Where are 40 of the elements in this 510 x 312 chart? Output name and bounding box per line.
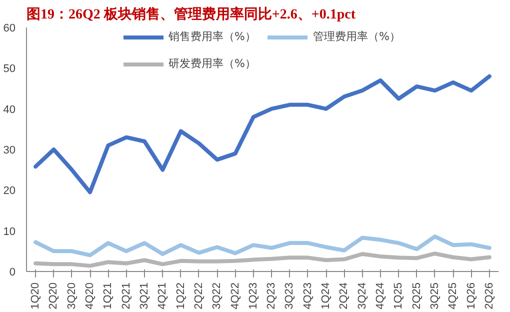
x-tick-label: 1Q23 [247,282,260,310]
x-tick-label: 2Q20 [48,282,60,310]
x-tick-label: 4Q23 [302,282,314,310]
x-tick-label: 2Q23 [266,282,278,310]
x-tick-label: 2Q25 [410,282,423,310]
line-series [34,252,492,268]
legend-label: 管理费用率（%） [313,29,400,44]
x-tick-label: 1Q20 [30,282,42,310]
y-tick-label: 40 [3,104,16,116]
legend-label: 销售费用率（%） [168,29,256,44]
x-tick-label: 2Q24 [338,282,350,310]
legend-label: 研发费用率（%） [168,56,256,71]
y-tick-label: 50 [3,63,16,76]
x-tick-label: 1Q22 [174,282,187,310]
y-tick-label: 0 [9,266,16,278]
y-tick-label: 20 [3,185,16,198]
x-tick-label: 3Q23 [284,282,296,310]
x-tick-label: 3Q25 [428,282,441,310]
x-tick-label: 2Q26 [483,282,496,310]
x-tick-label: 1Q21 [102,282,114,310]
x-tick-label: 1Q26 [465,282,478,310]
y-tick-label: 60 [3,22,16,34]
x-tick-label: 3Q24 [356,282,368,310]
chart-title: 图19：26Q2 板块销售、管理费用率同比+2.6、+0.1pct [26,6,356,22]
x-tick-label: 3Q20 [66,282,78,310]
x-tick-label: 4Q25 [447,282,460,310]
x-tick-label: 4Q22 [229,282,242,310]
x-tick-label: 3Q21 [138,282,150,310]
x-tick-label: 2Q21 [120,282,132,310]
line-series [34,234,492,258]
x-tick-label: 4Q21 [156,282,169,310]
line-series [34,74,492,194]
x-tick-label: 2Q22 [192,282,205,310]
x-tick-label: 4Q20 [84,282,96,310]
y-tick-label: 10 [3,226,16,238]
x-tick-label: 1Q24 [320,282,332,310]
x-tick-label: 3Q22 [211,282,224,310]
y-tick-label: 30 [3,144,16,156]
x-tick-label: 4Q24 [374,282,386,310]
x-tick-label: 1Q25 [392,282,405,310]
